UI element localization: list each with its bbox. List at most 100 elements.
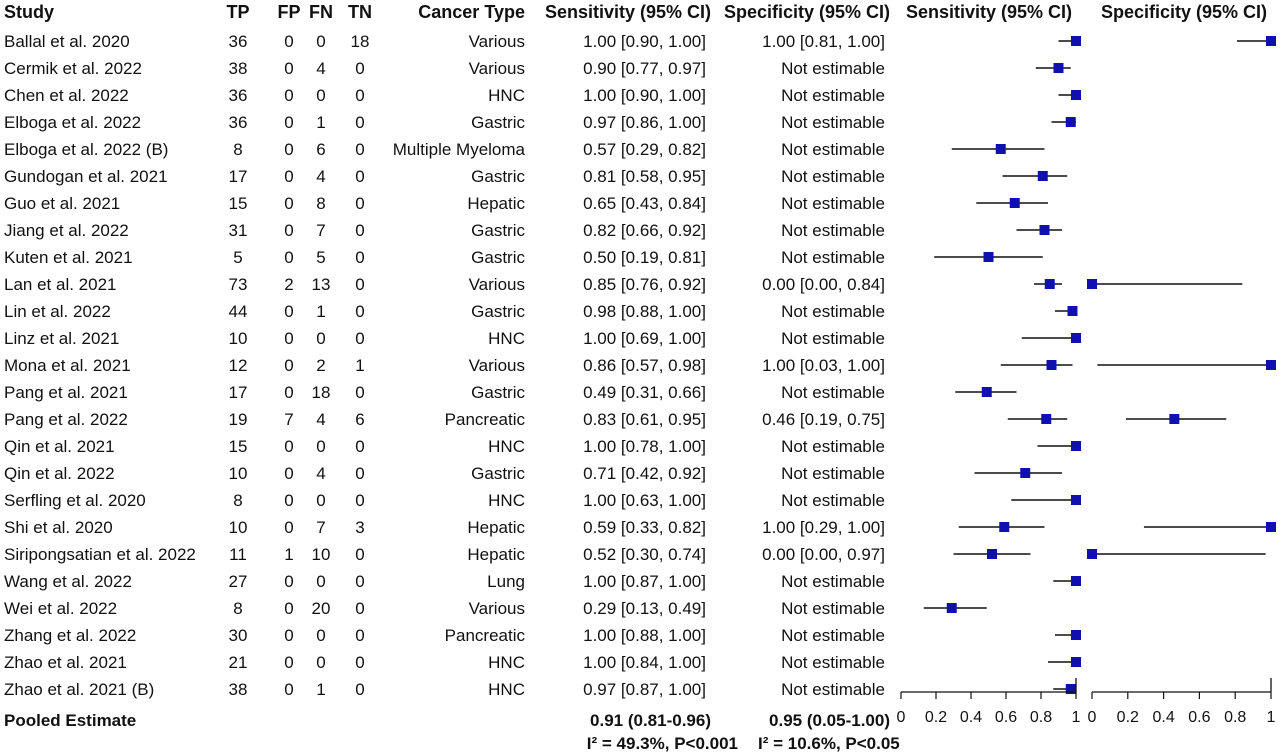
table-row: Mona et al. 2021 12 0 2 1 Various 0.86 [0.57, … — [4, 356, 885, 375]
cell-tn: 0 — [355, 329, 364, 348]
cell-tn: 0 — [355, 545, 364, 564]
cell-spec-text: Not estimable — [781, 437, 885, 456]
cell-fn: 0 — [316, 653, 325, 672]
sensitivity-point-marker — [1065, 117, 1076, 127]
cell-study: Jiang et al. 2022 — [4, 221, 129, 240]
cell-fp: 0 — [284, 167, 293, 186]
axis-tick-label: 0.4 — [1152, 709, 1174, 726]
cell-tn: 0 — [355, 194, 364, 213]
cell-fn: 0 — [316, 329, 325, 348]
cell-tp: 17 — [229, 383, 248, 402]
cell-sens-text: 1.00 [0.78, 1.00] — [583, 437, 706, 456]
axis-tick-label: 0.8 — [1224, 709, 1246, 726]
sensitivity-axis: 0 0.2 0.4 0.6 0.8 1 — [897, 678, 1081, 726]
sensitivity-point-marker — [983, 252, 994, 262]
axis-tick-label: 0.4 — [960, 709, 982, 726]
cell-tp: 38 — [229, 59, 248, 78]
cell-tn: 0 — [355, 572, 364, 591]
cell-sens-text: 0.85 [0.76, 0.92] — [583, 275, 706, 294]
cell-cancer: HNC — [488, 86, 525, 105]
cell-sens-text: 0.81 [0.58, 0.95] — [583, 167, 706, 186]
cell-study: Lan et al. 2021 — [4, 275, 116, 294]
axis-tick-label: 0 — [1088, 709, 1097, 726]
cell-sens-text: 1.00 [0.90, 1.00] — [583, 86, 706, 105]
cell-tp: 31 — [229, 221, 248, 240]
table-row: Cermik et al. 2022 38 0 4 0 Various 0.90 [0.77… — [4, 59, 885, 78]
cell-fn: 7 — [316, 518, 325, 537]
cell-study: Kuten et al. 2021 — [4, 248, 133, 267]
cell-fn: 0 — [316, 572, 325, 591]
cell-sens-text: 0.59 [0.33, 0.82] — [583, 518, 706, 537]
cell-cancer: Gastric — [471, 221, 525, 240]
cell-fn: 13 — [312, 275, 331, 294]
pooled-specificity: 0.95 (0.05-1.00) — [769, 711, 890, 730]
sensitivity-point-marker — [1071, 495, 1081, 505]
cell-sens-text: 0.71 [0.42, 0.92] — [583, 464, 706, 483]
cell-spec-text: 1.00 [0.29, 1.00] — [762, 518, 885, 537]
cell-tn: 0 — [355, 248, 364, 267]
cell-cancer: Various — [469, 356, 525, 375]
axis-tick-label: 0.2 — [1117, 709, 1139, 726]
sensitivity-heterogeneity: I² = 49.3%, P<0.001 — [587, 734, 738, 753]
cell-cancer: HNC — [488, 329, 525, 348]
header-sensitivity-ci: Sensitivity (95% CI) — [545, 2, 711, 22]
header-tn: TN — [348, 2, 372, 22]
table-row: Zhao et al. 2021 (B) 38 0 1 0 HNC 0.97 [0.87, … — [4, 680, 885, 699]
cell-fp: 0 — [284, 680, 293, 699]
cell-fp: 0 — [284, 140, 293, 159]
cell-sens-text: 0.65 [0.43, 0.84] — [583, 194, 706, 213]
cell-tp: 11 — [229, 545, 247, 564]
cell-study: Gundogan et al. 2021 — [4, 167, 168, 186]
cell-spec-text: 1.00 [0.81, 1.00] — [762, 32, 885, 51]
specificity-point-marker — [1266, 360, 1276, 370]
cell-sens-text: 0.52 [0.30, 0.74] — [583, 545, 706, 564]
axis-tick-label: 0.6 — [995, 709, 1017, 726]
cell-study: Elboga et al. 2022 (B) — [4, 140, 168, 159]
table-row: Serfling et al. 2020 8 0 0 0 HNC 1.00 [0.63, 1… — [4, 491, 885, 510]
cell-tn: 0 — [355, 113, 364, 132]
table-row: Zhang et al. 2022 30 0 0 0 Pancreatic 1.00 [0.… — [4, 626, 885, 645]
cell-fp: 0 — [284, 653, 293, 672]
cell-tp: 15 — [229, 194, 248, 213]
cell-spec-text: Not estimable — [781, 248, 885, 267]
cell-fn: 20 — [312, 599, 331, 618]
cell-tp: 8 — [233, 599, 242, 618]
table-row: Guo et al. 2021 15 0 8 0 Hepatic 0.65 [0.43, 0… — [4, 194, 885, 213]
axis-tick-label: 1 — [1267, 709, 1276, 726]
cell-fp: 0 — [284, 329, 293, 348]
specificity-point-marker — [1169, 414, 1180, 424]
header-tp: TP — [226, 2, 249, 22]
plot-marks — [923, 36, 1276, 694]
cell-sens-text: 0.97 [0.86, 1.00] — [583, 113, 706, 132]
cell-sens-text: 1.00 [0.88, 1.00] — [583, 626, 706, 645]
cell-fn: 0 — [316, 32, 325, 51]
cell-cancer: Gastric — [471, 464, 525, 483]
cell-cancer: Lung — [487, 572, 525, 591]
cell-tp: 44 — [229, 302, 248, 321]
cell-fn: 0 — [316, 86, 325, 105]
cell-cancer: Various — [469, 275, 525, 294]
cell-fp: 0 — [284, 626, 293, 645]
cell-fp: 0 — [284, 86, 293, 105]
cell-sens-text: 1.00 [0.69, 1.00] — [583, 329, 706, 348]
cell-tn: 0 — [355, 599, 364, 618]
header-row: Study TP FP FN TN Cancer Type Sensitivit… — [4, 2, 1267, 22]
header-specificity-plot: Specificity (95% CI) — [1101, 2, 1267, 22]
cell-tp: 30 — [229, 626, 248, 645]
cell-fp: 0 — [284, 464, 293, 483]
cell-sens-text: 0.97 [0.87, 1.00] — [583, 680, 706, 699]
table-row: Siripongsatian et al. 2022 11 1 10 0 Hepatic 0… — [4, 545, 885, 564]
cell-spec-text: Not estimable — [781, 59, 885, 78]
cell-fp: 2 — [284, 275, 293, 294]
table-row: Elboga et al. 2022 (B) 8 0 6 0 Multiple Myelo… — [4, 140, 885, 159]
specificity-heterogeneity: I² = 10.6%, P<0.05 — [758, 734, 900, 753]
sensitivity-point-marker — [1020, 468, 1031, 478]
cell-fn: 7 — [316, 221, 325, 240]
cell-sens-text: 1.00 [0.63, 1.00] — [583, 491, 706, 510]
cell-cancer: HNC — [488, 437, 525, 456]
cell-spec-text: Not estimable — [781, 491, 885, 510]
header-study: Study — [4, 2, 54, 22]
cell-fn: 18 — [312, 383, 331, 402]
cell-sens-text: 0.50 [0.19, 0.81] — [583, 248, 706, 267]
pooled-label: Pooled Estimate — [4, 711, 136, 730]
